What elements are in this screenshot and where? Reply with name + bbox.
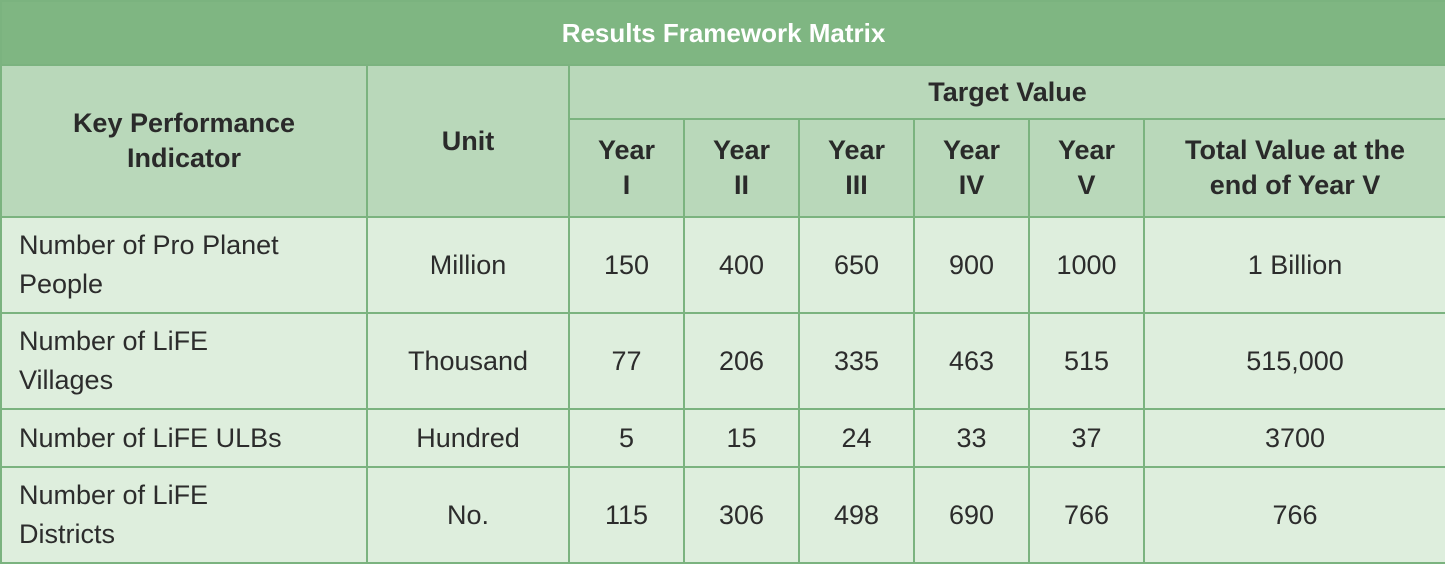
row-year-3: 24 — [798, 408, 915, 468]
row-year-3: 650 — [798, 216, 915, 314]
table-row: Number of LiFE Districts No. 115 306 498… — [0, 466, 1445, 564]
header-year-2: Year II — [683, 118, 800, 218]
row-kpi: Number of LiFE ULBs — [0, 408, 368, 468]
row-year-2: 400 — [683, 216, 800, 314]
row-kpi: Number of LiFE Districts — [0, 466, 368, 564]
row-year-1: 77 — [568, 312, 685, 410]
table-title: Results Framework Matrix — [0, 0, 1445, 66]
header-total: Total Value at the end of Year V — [1142, 118, 1445, 218]
row-year-1: 150 — [568, 216, 685, 314]
row-unit: Million — [366, 216, 570, 314]
header-kpi: Key Performance Indicator — [0, 64, 368, 218]
row-year-5: 1000 — [1028, 216, 1145, 314]
header-year-4: Year IV — [913, 118, 1030, 218]
row-unit: Hundred — [366, 408, 570, 468]
row-year-5: 37 — [1028, 408, 1145, 468]
row-year-2: 306 — [683, 466, 800, 564]
table-row: Number of LiFE Villages Thousand 77 206 … — [0, 312, 1445, 410]
row-total: 3700 — [1142, 408, 1445, 468]
row-kpi: Number of LiFE Villages — [0, 312, 368, 410]
row-year-5: 766 — [1028, 466, 1145, 564]
header-year-5: Year V — [1028, 118, 1145, 218]
header-target-value: Target Value — [567, 64, 1445, 120]
row-year-5: 515 — [1028, 312, 1145, 410]
row-kpi: Number of Pro Planet People — [0, 216, 368, 314]
row-year-2: 15 — [683, 408, 800, 468]
row-year-1: 115 — [568, 466, 685, 564]
row-year-3: 498 — [798, 466, 915, 564]
row-year-1: 5 — [568, 408, 685, 468]
header-year-3: Year III — [798, 118, 915, 218]
row-year-3: 335 — [798, 312, 915, 410]
row-year-4: 463 — [913, 312, 1030, 410]
row-year-4: 900 — [913, 216, 1030, 314]
row-unit: No. — [366, 466, 570, 564]
row-year-4: 33 — [913, 408, 1030, 468]
header-unit: Unit — [366, 64, 570, 218]
row-total: 515,000 — [1142, 312, 1445, 410]
row-year-4: 690 — [913, 466, 1030, 564]
row-total: 1 Billion — [1142, 216, 1445, 314]
row-total: 766 — [1142, 466, 1445, 564]
header-year-1: Year I — [568, 118, 685, 218]
row-year-2: 206 — [683, 312, 800, 410]
row-unit: Thousand — [366, 312, 570, 410]
table-row: Number of Pro Planet People Million 150 … — [0, 216, 1445, 314]
table-row: Number of LiFE ULBs Hundred 5 15 24 33 3… — [0, 408, 1445, 468]
